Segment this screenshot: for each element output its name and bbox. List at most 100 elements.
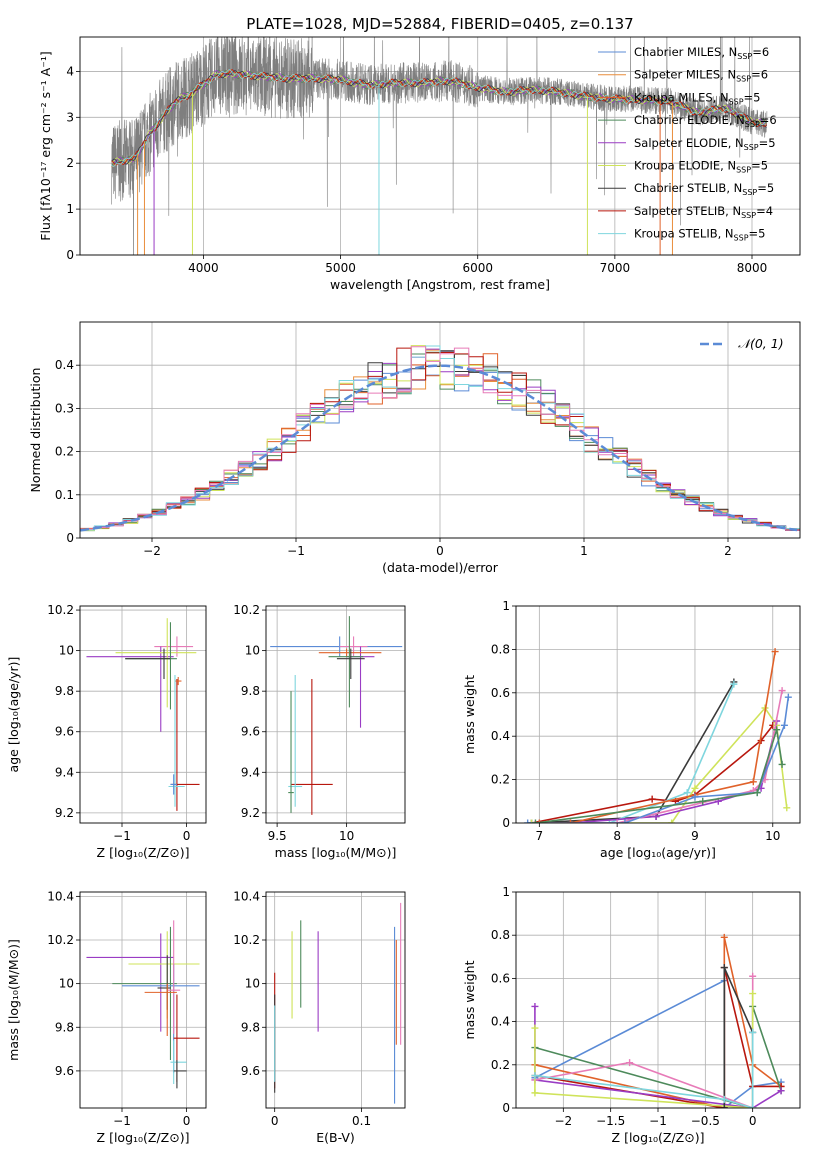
- x-tick-label: 1: [580, 544, 588, 558]
- series-point: [531, 1072, 539, 1080]
- x-axis-label: Z [log₁₀(Z/Z⊙)]: [612, 1130, 705, 1145]
- x-tick-label: −1: [287, 544, 305, 558]
- y-tick-label: 9.6: [241, 1064, 260, 1078]
- series-point: [531, 1024, 539, 1032]
- error-bar: [167, 920, 181, 1034]
- plot-area: [111, 37, 768, 255]
- y-tick-label: 9.8: [55, 1020, 74, 1034]
- y-tick-label: 0.3: [55, 401, 74, 415]
- series-point: [720, 1104, 728, 1108]
- y-tick-label: 10: [245, 977, 260, 991]
- x-axis-label: mass [log₁₀(M/M⊙)]: [275, 845, 397, 860]
- error-bar: [115, 618, 197, 708]
- y-tick-label: 0: [66, 531, 74, 545]
- y-tick-label: 10.4: [233, 889, 260, 903]
- series-line: [534, 1032, 754, 1108]
- axes-frame: [79, 321, 801, 539]
- plot-area: [270, 616, 403, 815]
- y-tick-label: 1: [66, 202, 74, 216]
- x-tick-label: 0: [183, 829, 191, 843]
- error-bar: [339, 636, 368, 657]
- series-point: [691, 793, 699, 801]
- panel-weight_vs_Z: −2 −1.5 −1 −0.5 0 0 0.2 0.4 0.6 0.8 1 Z [log₁₀(Z/Z⊙…: [462, 885, 801, 1145]
- series-point: [720, 933, 728, 941]
- plot-area: [86, 618, 200, 811]
- y-tick-label: 10: [245, 644, 260, 658]
- y-tick-label: 10: [59, 644, 74, 658]
- error-bar: [173, 1060, 187, 1089]
- series-point: [720, 964, 728, 972]
- plot-area: [86, 920, 200, 1089]
- legend: Chabrier MILES, NSSP=6 Salpeter MILES, NS…: [598, 45, 777, 243]
- series-point: [749, 990, 757, 998]
- series-point: [699, 797, 707, 805]
- x-tick-label: 10: [765, 829, 780, 843]
- x-axis-label: Z [log₁₀(Z/Z⊙)]: [97, 1130, 190, 1145]
- series-line: [527, 696, 790, 823]
- y-tick-label: 1: [502, 599, 510, 613]
- x-tick-label: 0.1: [352, 1114, 371, 1128]
- x-tick-label: 5000: [325, 261, 356, 275]
- x-tick-label: 9.5: [268, 829, 287, 843]
- x-axis-label: (data-model)/error: [382, 560, 499, 575]
- series-point: [749, 778, 757, 786]
- x-tick-label: 7000: [600, 261, 631, 275]
- error-bar: [86, 933, 174, 1032]
- y-axis-label: age [log₁₀(age/yr)]: [6, 657, 21, 773]
- y-tick-label: 4: [66, 64, 74, 78]
- series-point: [771, 648, 779, 656]
- y-tick-label: 9.6: [55, 725, 74, 739]
- plot-area: [274, 902, 402, 1104]
- error-bar: [288, 674, 303, 807]
- series-point: [668, 819, 676, 823]
- y-tick-label: 3: [66, 110, 74, 124]
- series-line: [531, 724, 774, 823]
- error-bar: [112, 926, 177, 1060]
- histogram-step: [80, 345, 800, 532]
- y-tick-label: 10.4: [47, 889, 74, 903]
- plot-area: [80, 345, 800, 532]
- gaussian-curve: [80, 364, 798, 532]
- series-line: [534, 979, 782, 1108]
- y-tick-label: 0: [502, 816, 510, 830]
- histogram-step: [80, 345, 800, 531]
- series-point: [566, 819, 574, 823]
- x-tick-label: 8: [613, 829, 621, 843]
- histogram-step: [80, 346, 800, 531]
- series-point: [691, 784, 699, 792]
- series-point: [753, 789, 761, 797]
- grid: [266, 892, 405, 1108]
- y-tick-label: 9.8: [241, 1020, 260, 1034]
- x-tick-label: −1.5: [596, 1114, 625, 1128]
- series-point: [613, 819, 621, 823]
- error-bar: [174, 676, 182, 686]
- y-axis-label: mass [log₁₀(M/M⊙)]: [6, 939, 21, 1061]
- x-tick-label: 6000: [462, 261, 493, 275]
- y-axis-label: mass weight: [462, 960, 477, 1039]
- series-point: [535, 819, 543, 823]
- series-point: [531, 1089, 539, 1097]
- x-tick-label: 4000: [188, 261, 219, 275]
- series-point: [528, 819, 536, 823]
- legend-entry: Chabrier STELIB, NSSP=5: [634, 181, 774, 197]
- series-point: [773, 726, 781, 734]
- y-tick-label: 0.4: [491, 729, 510, 743]
- y-tick-label: 9.8: [241, 684, 260, 698]
- y-tick-label: 0.2: [491, 1058, 510, 1072]
- x-tick-label: −1: [113, 1114, 131, 1128]
- series-point: [749, 1104, 757, 1108]
- y-tick-label: 9.4: [55, 765, 74, 779]
- error-bar: [154, 636, 194, 657]
- y-tick-label: 10.2: [47, 603, 74, 617]
- x-tick-label: 0: [749, 1114, 757, 1128]
- y-axis-label: mass weight: [462, 675, 477, 754]
- series-line: [534, 993, 754, 1108]
- series-point: [784, 693, 792, 701]
- series-point: [648, 795, 656, 803]
- y-axis-label: Flux [fλ10⁻¹⁷ erg cm⁻² s⁻¹ A⁻¹]: [38, 51, 53, 240]
- series-line: [531, 706, 788, 823]
- legend-entry: Kroupa ELODIE, NSSP=5: [634, 159, 768, 175]
- y-tick-label: 9.4: [241, 765, 260, 779]
- series-point: [626, 1059, 634, 1067]
